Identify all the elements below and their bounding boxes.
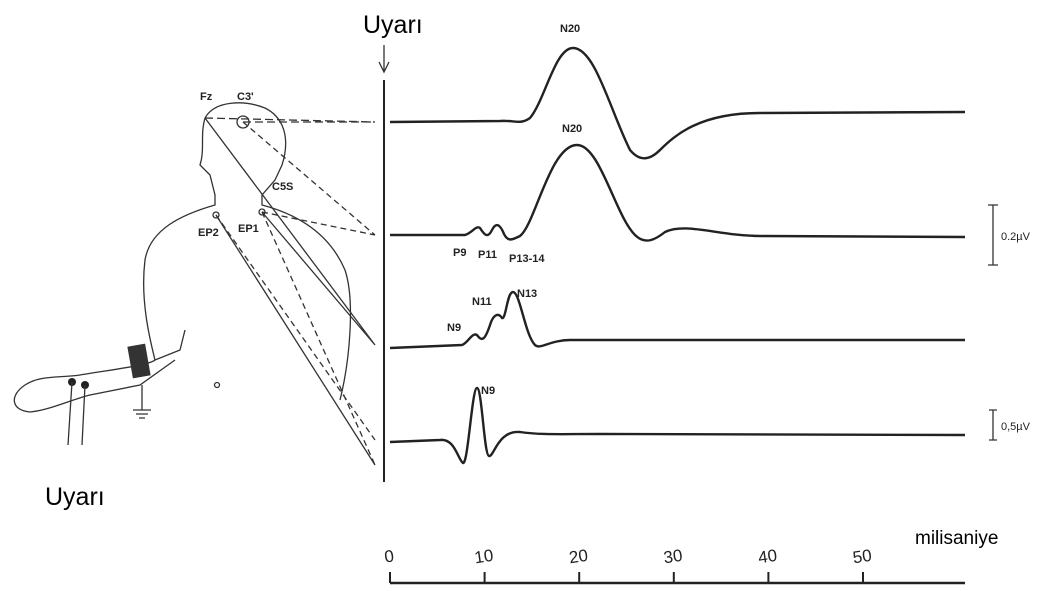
trace [390, 143, 966, 242]
peak-label: P11 [478, 249, 497, 261]
peak-label: N9 [447, 322, 461, 334]
electrode-label: C5S [272, 181, 293, 193]
electrode-label: C3' [237, 91, 254, 103]
stimulus-label: Uyarı [363, 11, 423, 39]
scale-label: 0,5µV [1001, 421, 1031, 433]
tick-label: 50 [852, 546, 873, 567]
peak-label: N13 [517, 288, 537, 300]
tick-label: 20 [568, 546, 589, 567]
trace [389, 290, 965, 350]
stimulus-arrow [378, 45, 390, 74]
peak-label: N9 [481, 385, 495, 397]
electrode-label: EP2 [198, 227, 219, 239]
tick-label: 30 [662, 546, 683, 567]
trace [389, 46, 966, 160]
stimulus-label: Uyarı [45, 483, 105, 511]
peak-label: N11 [472, 296, 492, 308]
trace [389, 386, 966, 465]
body-sketch [13, 102, 352, 446]
leads [204, 117, 376, 466]
peak-label: N20 [562, 123, 582, 135]
tick-label: 10 [473, 546, 494, 567]
tick-label: 40 [757, 546, 778, 567]
peak-label: P9 [453, 247, 466, 259]
scale-bar [988, 204, 998, 441]
tick-label: 0 [383, 546, 395, 566]
peak-label: P13-14 [509, 253, 545, 265]
electrode-label: Fz [200, 91, 213, 103]
axis-label: milisaniye [915, 528, 998, 549]
scale-label: 0.2µV [1001, 231, 1031, 243]
electrode-label: EP1 [238, 223, 259, 235]
peak-label: N20 [560, 23, 580, 35]
